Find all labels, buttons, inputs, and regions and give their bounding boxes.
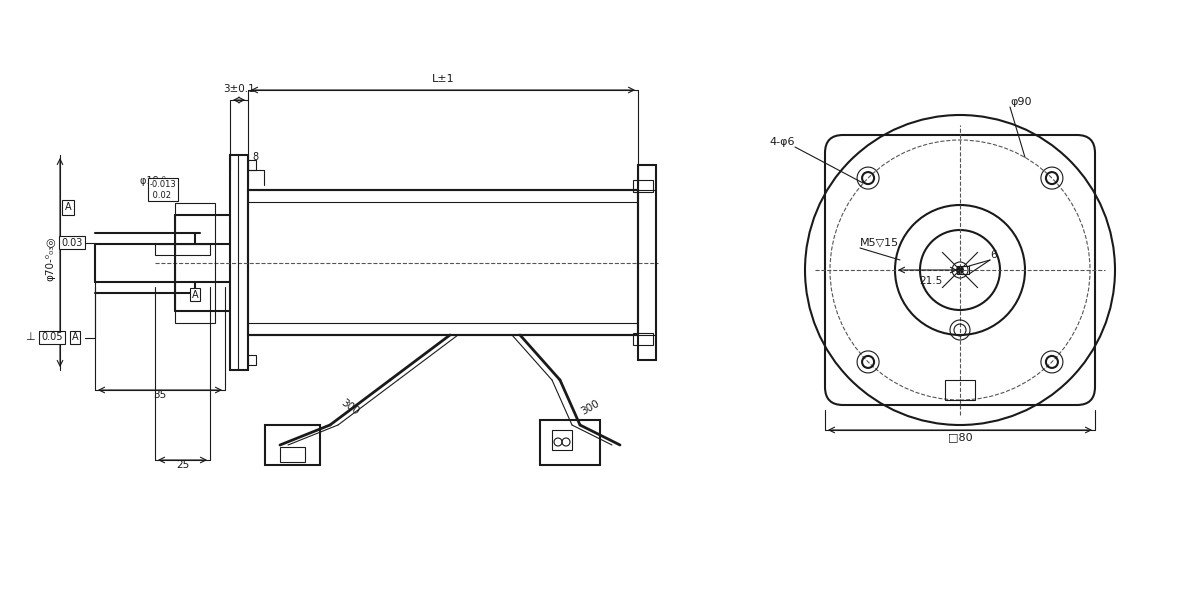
Bar <box>634 333 653 345</box>
Text: φ70-⁰₀₃: φ70-⁰₀₃ <box>46 244 55 281</box>
Bar <box>265 425 320 465</box>
Circle shape <box>958 267 964 273</box>
Bar <box>946 380 974 400</box>
Bar <box>552 430 572 450</box>
Bar <box>280 447 305 462</box>
Text: -0.013
 0.02: -0.013 0.02 <box>150 180 176 199</box>
Text: 0.05: 0.05 <box>41 332 62 343</box>
Text: 21.5: 21.5 <box>919 276 942 286</box>
Text: 4-φ6: 4-φ6 <box>769 137 796 147</box>
Text: A: A <box>65 202 71 212</box>
Text: L±1: L±1 <box>432 74 455 84</box>
Text: 6: 6 <box>990 250 997 260</box>
Bar <box>230 155 248 370</box>
Bar <box>248 190 638 335</box>
Text: φ90: φ90 <box>1010 97 1032 107</box>
Bar <box>634 180 653 192</box>
Bar <box>958 266 970 274</box>
Text: ⊥: ⊥ <box>25 332 35 343</box>
Bar <box>248 355 256 365</box>
Bar <box>540 420 600 465</box>
Text: A: A <box>192 289 198 299</box>
Bar <box>155 244 210 254</box>
Bar <box>175 202 215 323</box>
Bar <box>248 160 256 170</box>
Text: 8: 8 <box>252 152 258 162</box>
Text: M5▽15: M5▽15 <box>860 237 899 247</box>
Text: φ19 ⁰: φ19 ⁰ <box>140 176 166 187</box>
Text: 300: 300 <box>340 398 361 417</box>
Bar <box>638 165 656 360</box>
Text: ◎: ◎ <box>46 238 55 247</box>
Text: 35: 35 <box>152 390 166 400</box>
Text: 300: 300 <box>580 398 601 417</box>
Text: □80: □80 <box>948 432 972 442</box>
Text: 0.03: 0.03 <box>61 238 83 247</box>
Text: 3±0.1: 3±0.1 <box>223 84 254 94</box>
Text: 25: 25 <box>176 460 190 470</box>
FancyBboxPatch shape <box>826 135 1096 405</box>
Text: A: A <box>72 332 78 343</box>
